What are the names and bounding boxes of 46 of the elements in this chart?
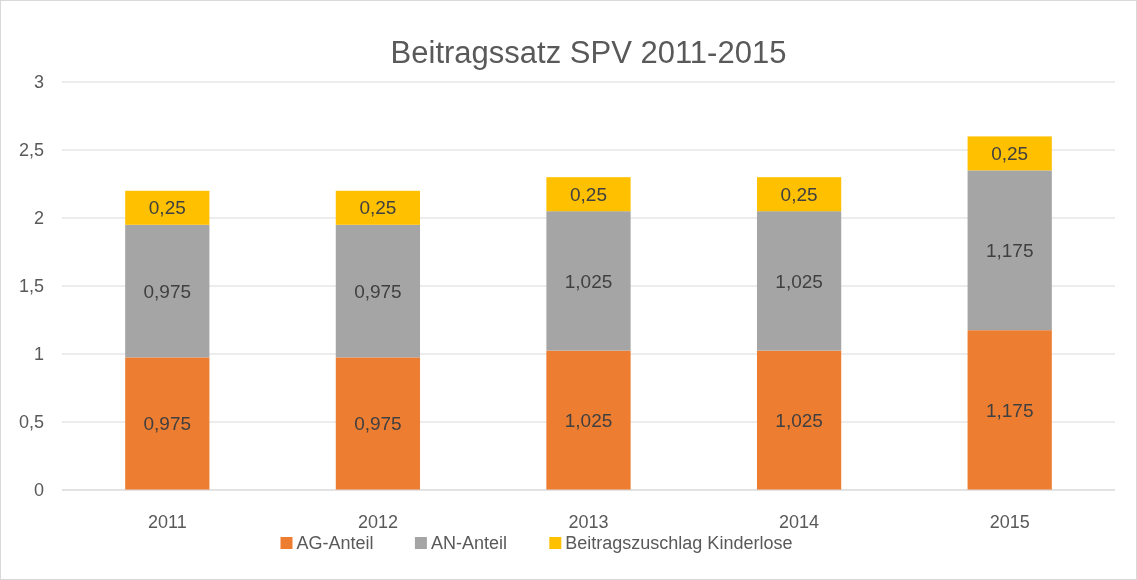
- y-tick-label: 1,5: [18, 276, 44, 297]
- bar: [125, 357, 210, 490]
- bar: [335, 224, 421, 358]
- bar: [967, 136, 1052, 171]
- bar: [125, 190, 210, 225]
- y-tick-label: 1: [33, 344, 44, 365]
- chart-title: Beitragssatz SPV 2011-2015: [390, 35, 787, 70]
- data-label: 0,975: [354, 413, 402, 435]
- x-tick-label: 2014: [779, 512, 820, 532]
- bar: [967, 330, 1052, 490]
- data-label: 0,25: [359, 197, 397, 219]
- legend-label: AN-Anteil: [430, 533, 507, 553]
- bar: [546, 211, 631, 351]
- x-tick-label: 2013: [568, 512, 609, 532]
- data-label: 0,25: [570, 183, 607, 205]
- data-label: 1,025: [775, 409, 823, 431]
- data-label: 0,975: [143, 413, 192, 435]
- bar: [335, 357, 421, 490]
- y-tick-label: 0,5: [18, 412, 44, 433]
- y-tick-label: 2,5: [18, 140, 44, 161]
- data-label: 0,25: [148, 197, 186, 219]
- bar: [756, 350, 842, 490]
- data-label: 1,175: [985, 239, 1034, 261]
- bar: [756, 211, 842, 351]
- bar: [967, 170, 1052, 331]
- x-tick-label: 2011: [147, 512, 187, 532]
- data-label: 1,025: [775, 270, 823, 292]
- data-label: 1,025: [564, 409, 613, 431]
- bar: [546, 177, 631, 212]
- y-tick-label: 3: [33, 72, 44, 93]
- data-label: 0,25: [780, 183, 818, 205]
- y-tick-label: 0: [33, 480, 44, 501]
- data-label: 0,975: [143, 280, 192, 302]
- bar: [756, 177, 842, 212]
- data-label: 1,175: [985, 399, 1034, 421]
- legend-label: AG-Anteil: [296, 533, 374, 553]
- data-label: 0,25: [991, 143, 1029, 165]
- x-tick-label: 2015: [989, 512, 1030, 532]
- data-label: 1,025: [564, 270, 613, 292]
- x-tick-label: 2012: [357, 512, 398, 532]
- y-tick-label: 2: [33, 208, 44, 229]
- bar: [546, 350, 631, 490]
- legend-label: Beitragszuschlag Kinderlose: [565, 533, 793, 553]
- data-label: 0,975: [354, 280, 402, 302]
- bar: [125, 224, 210, 358]
- bar: [335, 190, 421, 225]
